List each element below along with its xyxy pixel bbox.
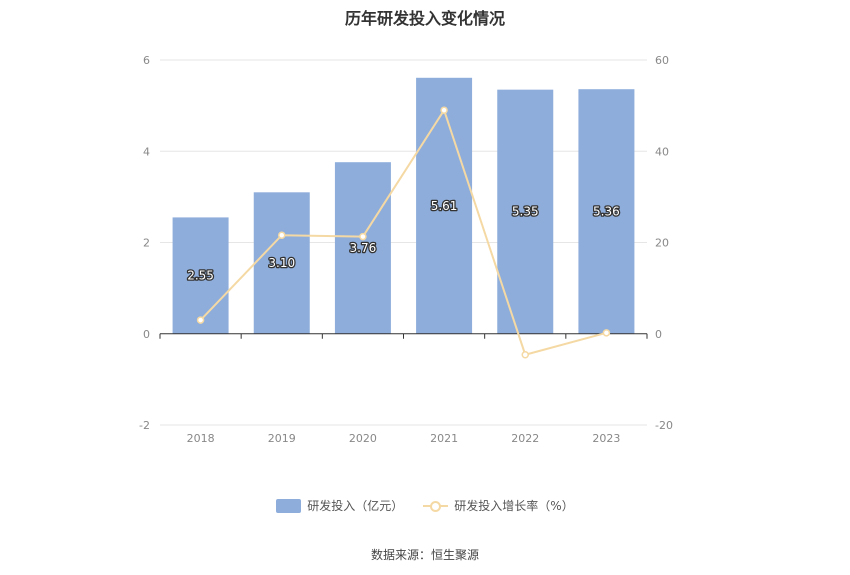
bar-value-label: 3.76 [350, 241, 377, 255]
bar [253, 192, 310, 334]
bar [416, 77, 473, 334]
growth-rate-line [199, 107, 607, 356]
bar-value-label: 2.55 [187, 269, 214, 283]
growth-rate-point [521, 350, 529, 359]
x-tick-label: 2020 [349, 432, 377, 445]
bar-value-label: 5.61 [431, 199, 458, 213]
legend-line-swatch [423, 499, 449, 513]
y-left-tick-label: 6 [143, 54, 150, 67]
x-tick-label: 2019 [268, 432, 296, 445]
growth-rate-point [196, 316, 205, 324]
y-left-tick-label: 0 [143, 328, 150, 341]
bar-series [172, 77, 635, 334]
bar [334, 162, 391, 334]
growth-rate-point [602, 329, 611, 337]
axes: -2 -20 0 0 2 20 4 40 6 60 2018 2019 2020 2021 2022 2023 [139, 54, 673, 445]
bar-value-label: 5.36 [593, 204, 620, 218]
legend-label-bar: 研发投入（亿元） [307, 499, 404, 513]
y-left-tick-label: -2 [139, 419, 150, 432]
source-note: 数据来源：恒生聚源 [370, 548, 479, 562]
bar [497, 89, 554, 334]
bar-value-label: 3.10 [268, 256, 295, 270]
y-right-tick-label: 0 [655, 328, 662, 341]
bar [172, 217, 229, 334]
x-tick-label: 2022 [511, 432, 539, 445]
x-tick-label: 2023 [592, 432, 620, 445]
legend-bar-swatch [276, 498, 302, 513]
bar [578, 89, 635, 334]
y-right-tick-label: 40 [655, 145, 669, 158]
growth-rate-point [278, 231, 286, 239]
x-tick-label: 2021 [430, 432, 458, 445]
growth-rate-point [440, 106, 448, 114]
chart-title: 历年研发投入变化情况 [344, 9, 505, 28]
y-left-tick-label: 4 [143, 145, 150, 158]
y-right-tick-label: 60 [655, 54, 669, 67]
y-right-tick-label: -20 [655, 419, 673, 432]
y-right-tick-label: 20 [655, 237, 669, 250]
bar-value-label: 5.35 [512, 205, 539, 219]
legend-label-line: 研发投入增长率（%） [454, 499, 574, 513]
growth-rate-point [359, 232, 367, 241]
grid-lines [160, 59, 647, 426]
legend-item-bar[interactable]: 研发投入（亿元） [276, 497, 403, 514]
x-tick-label: 2018 [187, 432, 215, 445]
legend: 研发投入（亿元） 研发投入增长率（%） [0, 497, 850, 514]
legend-item-line[interactable]: 研发投入增长率（%） [423, 497, 574, 514]
line-series [196, 106, 611, 359]
data-labels: 2.55 3.10 3.76 5.61 5.35 5.36 [186, 197, 621, 283]
y-left-tick-label: 2 [143, 237, 150, 250]
